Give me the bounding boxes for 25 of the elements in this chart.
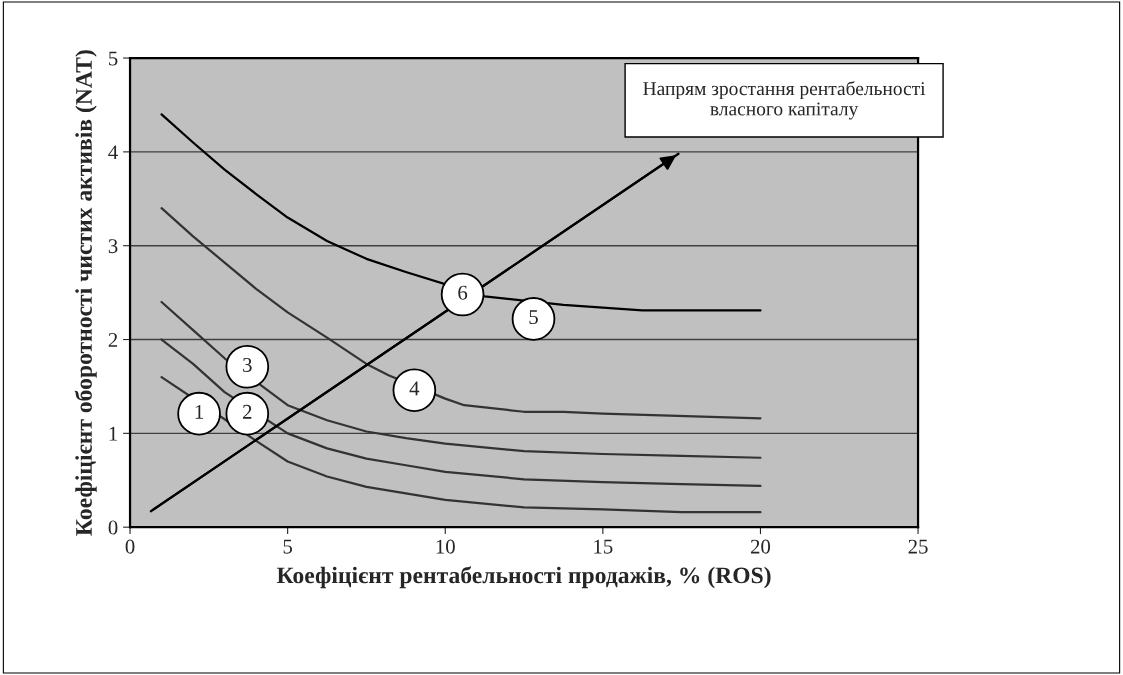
x-tick-label: 15 — [594, 539, 613, 554]
y-tick-label: 1 — [109, 426, 117, 441]
annotation: 2 — [243, 404, 252, 419]
y-tick-label: 4 — [108, 145, 118, 160]
x-tick-label: 10 — [436, 539, 455, 554]
line-series — [160, 375, 762, 514]
x-tick-label: 5 — [283, 539, 293, 554]
annotation: Напрям зростання рентабельності власного капіталу — [643, 81, 926, 120]
x-axis-title: Коефіцієнт рентабельності продажів, % (ROS) — [276, 566, 771, 589]
line-series — [160, 300, 762, 459]
annotation: 3 — [243, 357, 252, 372]
annotation: 6 — [458, 285, 468, 300]
y-tick-label: 2 — [108, 332, 118, 347]
annotation: 4 — [409, 381, 420, 396]
line-series — [160, 338, 762, 487]
x-tick-label: 0 — [125, 539, 135, 554]
annotation: 5 — [529, 310, 538, 325]
x-tick-label: 20 — [750, 539, 771, 554]
x-tick-label: 25 — [908, 539, 928, 554]
line-series — [160, 207, 762, 420]
y-axis-title: Коефіцієнт оборотності чистих активів (NAT) — [74, 50, 97, 536]
annotation: 1 — [195, 404, 204, 419]
y-tick-label: 0 — [108, 520, 118, 535]
y-tick-label: 3 — [108, 239, 118, 254]
y-tick-label: 5 — [109, 51, 118, 66]
